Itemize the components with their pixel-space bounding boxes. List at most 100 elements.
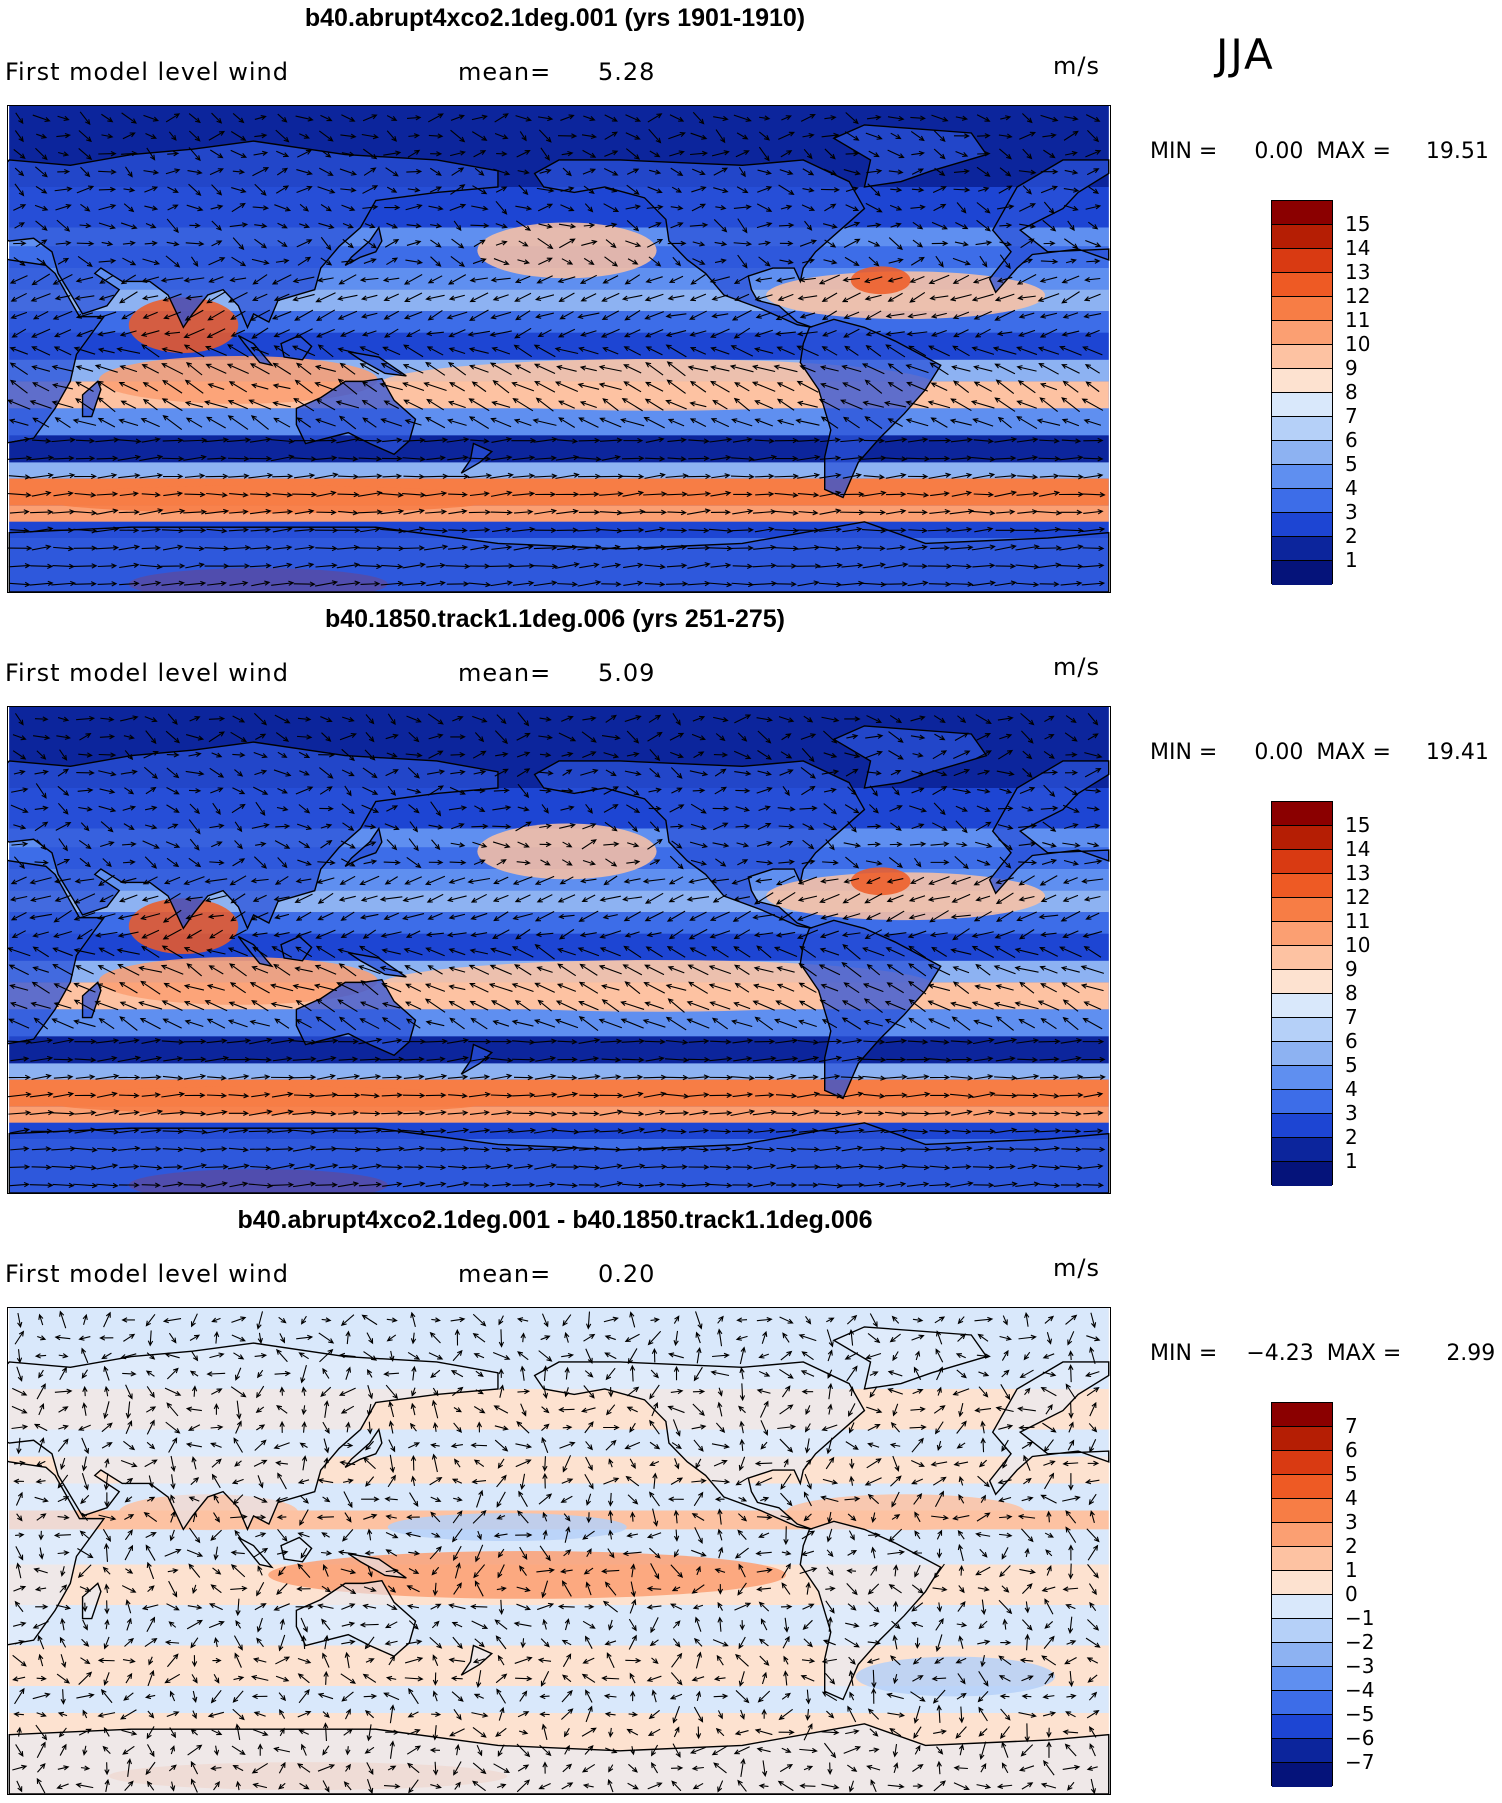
- wind-arrow: [689, 770, 709, 777]
- wind-arrow: [12, 1764, 28, 1771]
- wind-arrow: [166, 1402, 179, 1417]
- wind-arrow: [16, 1349, 23, 1364]
- wind-arrow: [296, 1334, 314, 1341]
- wind-arrow: [206, 1038, 228, 1044]
- wind-arrow: [780, 150, 793, 158]
- wind-arrow: [689, 310, 707, 320]
- coastline: [81, 380, 102, 418]
- wind-arrow: [688, 455, 710, 462]
- wind-arrow: [31, 981, 50, 994]
- wind-arrow: [776, 419, 795, 426]
- colorbar-tick-label: −1: [1345, 1606, 1375, 1630]
- wind-arrow: [736, 186, 749, 194]
- wind-arrow: [273, 417, 291, 428]
- wind-arrow: [534, 455, 557, 461]
- wind-arrow: [278, 1692, 287, 1702]
- wind-arrow: [297, 1478, 310, 1485]
- wind-arrow: [497, 1654, 505, 1666]
- wind-arrow: [797, 331, 818, 337]
- wind-arrow: [1042, 1371, 1057, 1377]
- wind-arrow: [775, 875, 796, 886]
- wind-arrow: [1018, 329, 1036, 337]
- wind-arrow: [339, 732, 357, 741]
- wind-arrow: [1061, 1128, 1082, 1134]
- wind-arrow: [908, 527, 928, 534]
- wind-arrow: [601, 310, 620, 321]
- wind-arrow: [60, 1566, 66, 1577]
- wind-arrow: [1044, 1621, 1054, 1629]
- wind-arrow: [405, 329, 421, 338]
- wind-arrow: [206, 948, 226, 955]
- wind-arrow: [973, 491, 995, 498]
- wind-arrow: [713, 1693, 729, 1699]
- wind-arrow: [229, 277, 247, 283]
- wind-arrow: [1017, 509, 1039, 515]
- wind-arrow: [869, 1371, 879, 1377]
- wind-arrow: [319, 786, 333, 795]
- wind-arrow: [692, 1403, 705, 1417]
- wind-arrow: [141, 895, 159, 902]
- wind-arrow: [578, 417, 599, 428]
- wind-arrow: [709, 581, 733, 588]
- wind-arrow: [389, 1740, 395, 1759]
- wind-arrow: [235, 1420, 242, 1434]
- wind-arrow: [12, 1654, 27, 1667]
- wind-arrow: [1040, 805, 1059, 811]
- wind-arrow: [646, 932, 662, 938]
- wind-arrow: [227, 947, 248, 957]
- colorbar-swatch: [1272, 1715, 1332, 1739]
- wind-arrow: [29, 400, 52, 409]
- wind-arrow: [666, 379, 686, 394]
- wind-arrow: [358, 438, 383, 444]
- wind-arrow: [1016, 1038, 1040, 1044]
- wind-arrow: [428, 1352, 444, 1360]
- wind-arrow: [778, 859, 795, 865]
- wind-arrow: [864, 929, 883, 940]
- wind-arrow: [520, 1403, 527, 1417]
- wind-arrow: [626, 1386, 640, 1397]
- wind-arrow: [821, 310, 838, 321]
- wind-arrow: [97, 380, 116, 393]
- wind-arrow: [758, 131, 771, 141]
- wind-arrow: [55, 203, 72, 211]
- wind-arrow: [1018, 169, 1037, 175]
- wind-arrow: [58, 1406, 69, 1413]
- wind-arrow: [123, 203, 135, 213]
- wind-arrow: [512, 1182, 536, 1188]
- wind-arrow: [146, 1406, 157, 1413]
- variable-label: First model level wind: [5, 659, 289, 687]
- wind-arrow: [1065, 1383, 1076, 1400]
- wind-arrow: [598, 382, 622, 391]
- wind-arrow: [402, 895, 424, 903]
- wind-arrow: [846, 1314, 858, 1325]
- wind-arrow: [161, 1039, 185, 1045]
- wind-arrow: [973, 310, 992, 320]
- wind-arrow: [365, 1476, 375, 1487]
- wind-arrow: [534, 508, 558, 515]
- wind-arrow: [207, 1711, 225, 1718]
- wind-arrow: [213, 1494, 220, 1504]
- wind-arrow: [805, 1708, 811, 1721]
- wind-arrow: [54, 295, 71, 301]
- wind-arrow: [928, 274, 950, 285]
- wind-arrow: [539, 716, 552, 722]
- wind-arrow: [538, 223, 553, 229]
- wind-arrow: [973, 1145, 994, 1152]
- wind-arrow: [213, 1403, 220, 1415]
- wind-arrow: [908, 980, 927, 995]
- wind-arrow: [448, 527, 468, 534]
- wind-arrow: [11, 1405, 28, 1414]
- wind-arrow: [689, 1746, 706, 1754]
- wind-arrow: [957, 1333, 967, 1342]
- wind-arrow: [714, 241, 728, 247]
- wind-arrow: [448, 984, 466, 991]
- wind-arrow: [423, 544, 449, 551]
- wind-arrow: [735, 150, 750, 158]
- wind-arrow: [670, 222, 684, 229]
- wind-arrow: [952, 380, 970, 393]
- wind-arrow: [145, 1544, 156, 1561]
- wind-arrow: [826, 1566, 834, 1576]
- wind-arrow: [122, 257, 137, 266]
- wind-arrow: [52, 310, 73, 320]
- wind-arrow: [121, 150, 138, 157]
